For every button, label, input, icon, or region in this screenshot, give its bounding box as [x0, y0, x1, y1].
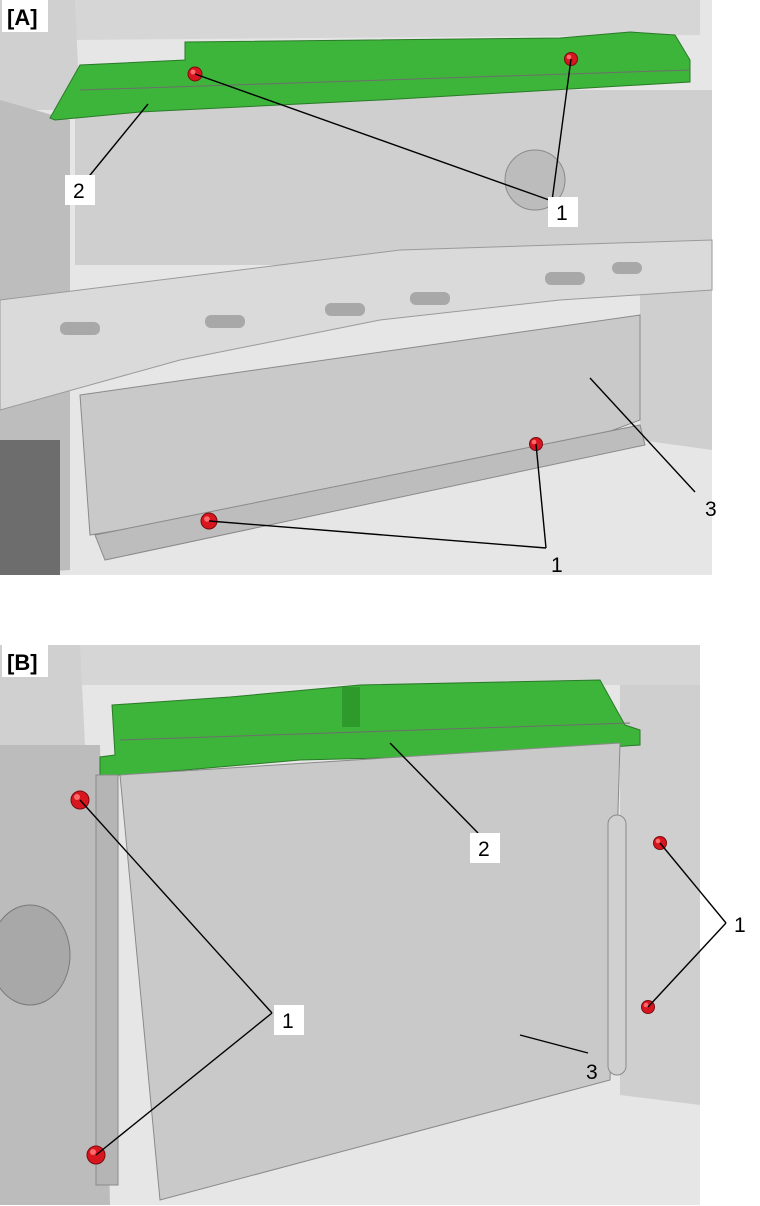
bracket-edge	[119, 722, 631, 741]
bumper-slots	[60, 262, 642, 335]
callout-2: 2	[478, 838, 490, 861]
leader-lines-b	[79, 742, 727, 1156]
callout-1-right: 1	[734, 914, 746, 937]
callout-box	[65, 175, 95, 205]
callout-1-bottom: 1	[551, 554, 563, 577]
panel-label-a: [A]	[7, 5, 38, 30]
horn	[504, 149, 566, 211]
upper-frame	[70, 645, 700, 685]
panel-b-illustration: [B] 2 1 1 3	[0, 645, 746, 1205]
callout-box	[548, 197, 578, 227]
bracket-rib	[342, 687, 360, 727]
compressor	[0, 904, 71, 1006]
bracket-edge	[79, 69, 691, 91]
callout-box	[274, 1005, 304, 1035]
panel-label-box	[2, 0, 48, 32]
bumper-reinforcement	[0, 239, 713, 411]
panel-a-illustration: [A] 1 2 3 1	[0, 0, 717, 577]
panel-b: [B] 2 1 1 3	[0, 645, 760, 1206]
radiator-lower-tank	[94, 424, 646, 561]
callout-1-top: 1	[556, 202, 568, 225]
lower-left-frame	[0, 440, 60, 575]
callout-3: 3	[705, 498, 717, 521]
callout-box	[470, 833, 500, 863]
callout-1-left: 1	[282, 1010, 294, 1033]
panel-a: [A] 1 2 3 1	[0, 0, 760, 580]
callout-3: 3	[586, 1061, 598, 1084]
panel-label-box	[2, 645, 48, 677]
radiator-left-tank	[95, 774, 119, 1186]
callout-2: 2	[73, 180, 85, 203]
radiator-upper-area	[75, 90, 655, 265]
leader-lines-a	[85, 58, 696, 549]
radiator-right-tube	[607, 814, 627, 1076]
right-side-components	[620, 685, 700, 1105]
upper-frame	[70, 0, 700, 40]
panel-label-b: [B]	[7, 650, 38, 675]
upper-radiator-bracket	[49, 31, 691, 121]
